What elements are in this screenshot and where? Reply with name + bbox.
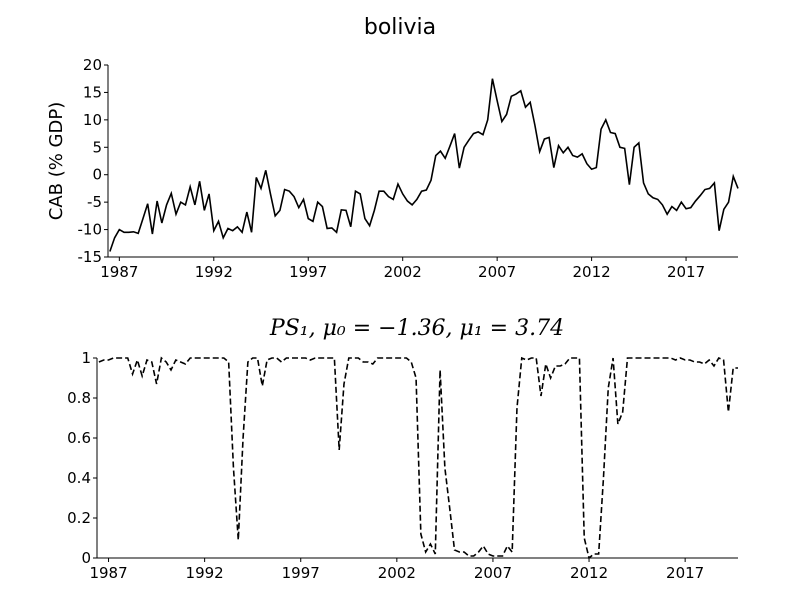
chart-title: PS₁, μ₀ = −1.36, μ₁ = 3.74 bbox=[269, 316, 564, 341]
y-tick-label: 0.6 bbox=[67, 429, 91, 447]
y-tick-label: 10 bbox=[83, 111, 102, 129]
x-tick-label: 1987 bbox=[100, 263, 138, 281]
x-tick-label: 2002 bbox=[384, 263, 422, 281]
x-tick-label: 1992 bbox=[195, 263, 233, 281]
y-tick-label: -10 bbox=[78, 221, 103, 239]
x-tick-label: 2007 bbox=[474, 564, 512, 582]
x-tick-label: 1992 bbox=[186, 564, 224, 582]
x-tick-label: 2007 bbox=[478, 263, 516, 281]
data-line bbox=[98, 356, 738, 560]
y-tick-label: 1 bbox=[81, 349, 91, 367]
x-tick-label: 2012 bbox=[570, 564, 608, 582]
x-tick-label: 1987 bbox=[89, 564, 127, 582]
y-tick-label: 20 bbox=[83, 56, 102, 74]
y-tick-label: 0.8 bbox=[67, 389, 91, 407]
data-line bbox=[109, 78, 739, 252]
y-tick-label: 5 bbox=[92, 138, 102, 156]
y-axis-label: CAB (% GDP) bbox=[46, 102, 67, 221]
y-tick-label: -15 bbox=[78, 248, 103, 266]
x-tick-label: 2012 bbox=[573, 263, 611, 281]
y-tick-label: 0 bbox=[81, 549, 91, 567]
x-tick-label: 2002 bbox=[378, 564, 416, 582]
y-tick-label: 0 bbox=[92, 166, 102, 184]
y-tick-label: 0.4 bbox=[67, 469, 91, 487]
y-tick-label: 0.2 bbox=[67, 509, 91, 527]
y-tick-label: -5 bbox=[87, 193, 102, 211]
x-tick-label: 2017 bbox=[666, 564, 704, 582]
x-tick-label: 1997 bbox=[289, 263, 327, 281]
x-tick-label: 1997 bbox=[282, 564, 320, 582]
y-tick-label: 15 bbox=[83, 83, 102, 101]
x-tick-label: 2017 bbox=[667, 263, 705, 281]
chart-title: bolivia bbox=[364, 15, 436, 40]
